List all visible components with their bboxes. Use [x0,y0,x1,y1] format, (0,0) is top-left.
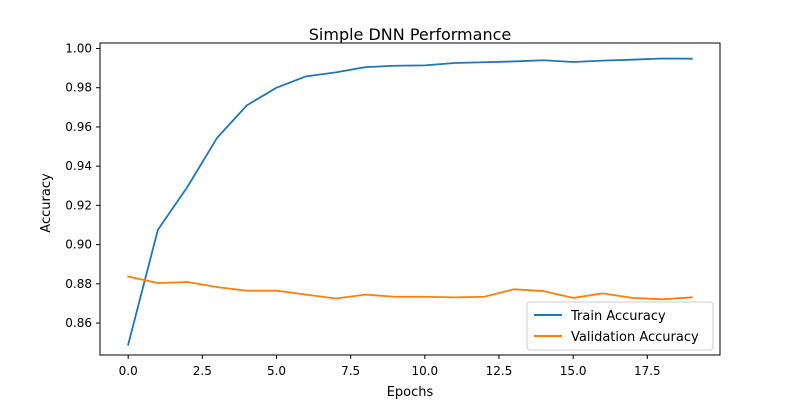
legend-label-validation: Validation Accuracy [571,330,699,345]
x-tick-label: 5.0 [267,364,286,378]
legend-frame [526,301,714,351]
y-tick-label: 0.90 [65,238,92,252]
y-tick-label: 0.92 [65,198,92,212]
x-tick-label: 10.0 [411,364,438,378]
series-line-validation [127,275,693,301]
x-tick-label: 0.0 [119,364,138,378]
y-tick-label: 1.00 [65,41,92,55]
y-tick-label: 0.96 [65,120,92,134]
x-tick-label: 15.0 [560,364,587,378]
y-tick-label: 0.86 [65,316,92,330]
y-axis-label: Accuracy [39,173,54,233]
x-axis-label: Epochs [387,385,434,400]
series-line-train [127,57,693,346]
legend-label-train: Train Accuracy [570,309,666,324]
x-tick-label: 12.5 [486,364,513,378]
x-tick-label: 17.5 [634,364,661,378]
legend: Train Accuracy Validation Accuracy [526,301,714,351]
y-tick-label: 0.88 [65,277,92,291]
plot-frame [99,42,721,356]
x-tick-label: 2.5 [193,364,212,378]
chart-title: Simple DNN Performance [309,25,511,44]
y-tick-label: 0.98 [65,81,92,95]
y-tick-label: 0.94 [65,159,92,173]
x-tick-label: 7.5 [341,364,360,378]
